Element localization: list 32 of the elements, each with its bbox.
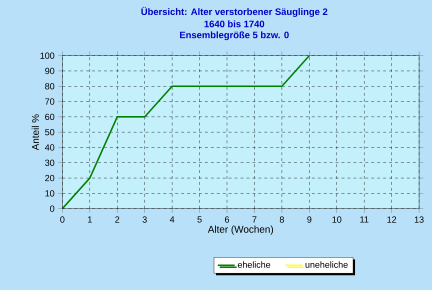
- x-tick-label: 12: [387, 216, 396, 223]
- y-axis-title: Anteil %: [32, 114, 39, 150]
- x-tick-label: 2: [115, 216, 120, 223]
- y-tick-label: 30: [45, 160, 54, 166]
- text: Ensemblegröße 5 bzw. 0: [180, 31, 289, 40]
- x-tick-label: 11: [360, 216, 368, 222]
- y-tick-label: 90: [45, 68, 54, 74]
- x-tick-label: 7: [252, 216, 256, 222]
- x-tick-label: 5: [197, 216, 202, 223]
- y-tick-label: 100: [40, 52, 54, 59]
- x-tick-label: 6: [224, 216, 230, 223]
- y-tick-label: 80: [45, 83, 54, 90]
- y-tick-label: 20: [45, 174, 54, 182]
- legend-label: uneheliche: [306, 261, 348, 268]
- chart-subtitle: 1640 bis 1740: [204, 20, 264, 28]
- x-tick-label: 8: [280, 216, 284, 223]
- y-tick-label: 60: [45, 114, 54, 120]
- x-tick-label: 4: [170, 216, 174, 222]
- y-tick-label: 0: [50, 205, 54, 212]
- legend-label: eheliche: [238, 261, 270, 268]
- y-tick-label: 50: [45, 128, 54, 136]
- y-tick-label: 70: [45, 98, 54, 105]
- chart-title: Übersicht: Alter verstorbener Säuglinge 2: [141, 6, 328, 17]
- y-tick-label: 40: [44, 144, 54, 151]
- x-axis-title: Alter (Wochen): [208, 225, 274, 235]
- x-tick-label: 10: [332, 216, 342, 223]
- x-tick-label: 3: [142, 216, 147, 223]
- x-tick-label: 1: [88, 216, 92, 222]
- x-tick-label: 0: [60, 216, 65, 223]
- x-tick-label: 9: [307, 216, 312, 223]
- x-tick-label: 13: [414, 216, 424, 223]
- y-tick-label: 10: [45, 190, 54, 196]
